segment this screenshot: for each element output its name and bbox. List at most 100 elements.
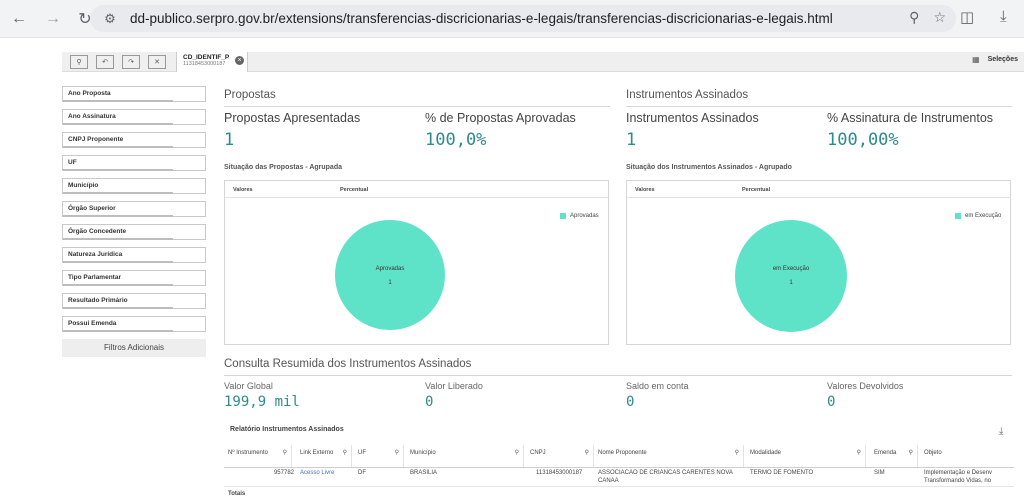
- search-icon[interactable]: ⚲: [908, 450, 913, 456]
- col-label-objeto: Objeto: [924, 450, 942, 456]
- filter-cnpj-proponente[interactable]: CNPJ Proponente: [62, 132, 206, 148]
- instrumentos-col-valores: Valores: [635, 187, 655, 193]
- filter-orgao-superior[interactable]: Órgão Superior: [62, 201, 206, 217]
- pie-slice-aprovadas[interactable]: [335, 220, 445, 330]
- valor-global-label: Valor Global: [224, 381, 273, 391]
- consulta-divider: [224, 375, 1012, 376]
- saldo-value: 0: [626, 394, 635, 410]
- selection-field-value: 11318453000187: [183, 60, 226, 67]
- propostas-col-valores: Valores: [233, 187, 253, 193]
- cell-objeto-line2: Transformando Vidas, no: [924, 478, 992, 484]
- col-label-link: Link Externo: [300, 450, 334, 456]
- instrumentos-divider: [626, 106, 1012, 107]
- selections-label: Seleções: [987, 56, 1018, 63]
- back-icon[interactable]: ←: [11, 9, 27, 27]
- search-icon[interactable]: ⚲: [734, 450, 739, 456]
- col-header-instrumento[interactable]: Nº Instrumento ⚲: [224, 445, 292, 467]
- table-header-line: [224, 467, 1014, 468]
- selections-button[interactable]: ▦ Seleções: [972, 55, 1018, 64]
- filter-uf[interactable]: UF: [62, 155, 206, 171]
- step-back-icon[interactable]: ↶: [96, 54, 114, 69]
- filter-municipio[interactable]: Município: [62, 178, 206, 194]
- filter-ano-proposta[interactable]: Ano Proposta: [62, 86, 206, 102]
- filter-possui-emenda[interactable]: Possui Emenda: [62, 316, 206, 332]
- consulta-title: Consulta Resumida dos Instrumentos Assin…: [224, 358, 472, 370]
- totals-label: Totais: [228, 491, 246, 497]
- propostas-chart: Valores Percentual Aprovadas Aprovadas 1: [224, 180, 609, 345]
- filtros-adicionais-button[interactable]: Filtros Adicionais: [62, 339, 206, 357]
- address-bar[interactable]: ⚙ dd-publico.serpro.gov.br/extensions/tr…: [90, 5, 956, 32]
- reload-icon[interactable]: ↻: [78, 10, 92, 28]
- instrumentos-title: Instrumentos Assinados: [626, 89, 749, 101]
- col-label-emenda: Emenda: [874, 450, 897, 456]
- filter-tipo-parlamentar[interactable]: Tipo Parlamentar: [62, 270, 206, 286]
- search-icon[interactable]: ⚲: [342, 450, 347, 456]
- extensions-icon[interactable]: ◫: [960, 9, 975, 26]
- remove-selection-icon[interactable]: ×: [235, 55, 244, 65]
- instrumentos-chart: Valores Percentual em Execução em Execuç…: [626, 180, 1011, 345]
- forward-icon[interactable]: →: [45, 9, 61, 27]
- cell-instrumento: 957782: [273, 470, 294, 476]
- search-icon[interactable]: ⚲: [394, 450, 399, 456]
- propostas-legend[interactable]: Aprovadas: [560, 213, 599, 219]
- col-header-proponente[interactable]: Nome Proponente ⚲: [594, 445, 744, 467]
- instrumentos-chart-title: Situação dos Instrumentos Assinados - Ag…: [626, 164, 792, 171]
- assinatura-instrumentos-value: 100,00%: [827, 130, 899, 150]
- search-icon[interactable]: ⚲: [282, 450, 287, 456]
- valor-global-value: 199,9 mil: [224, 394, 300, 410]
- download-icon[interactable]: ⤓: [1000, 8, 1007, 25]
- current-selection-chip[interactable]: CD_IDENTIF_P... 11318453000187 ×: [176, 51, 248, 72]
- step-forward-icon[interactable]: ↷: [122, 54, 140, 69]
- cell-uf: DF: [358, 470, 366, 476]
- zoom-icon[interactable]: ⚲: [909, 9, 920, 25]
- browser-chrome: ← → ↻ ⚙ dd-publico.serpro.gov.br/extensi…: [0, 0, 1024, 38]
- instrumentos-assinados-label: Instrumentos Assinados: [626, 111, 759, 125]
- filter-resultado-primario[interactable]: Resultado Primário: [62, 293, 206, 309]
- selection-field-name: CD_IDENTIF_P...: [183, 53, 229, 61]
- qlik-toolbar: ⚲ ↶ ↷ ✕ CD_IDENTIF_P... 11318453000187 ×…: [62, 51, 1024, 72]
- valor-liberado-label: Valor Liberado: [425, 381, 483, 391]
- cell-emenda: SIM: [874, 470, 885, 476]
- instrumentos-legend[interactable]: em Execução: [955, 213, 1001, 219]
- filter-natureza-juridica[interactable]: Natureza Jurídica: [62, 247, 206, 263]
- export-icon[interactable]: ⤓: [999, 426, 1004, 437]
- cell-link-acesso-livre[interactable]: Acesso Livre: [300, 470, 335, 476]
- col-label-modalidade: Modalidade: [750, 450, 782, 456]
- propostas-chart-header: Valores Percentual: [225, 181, 608, 198]
- propostas-apresentadas-value: 1: [224, 130, 235, 150]
- search-icon[interactable]: ⚲: [856, 450, 861, 456]
- filter-orgao-concedente[interactable]: Órgão Concedente: [62, 224, 206, 240]
- col-header-objeto[interactable]: Objeto: [920, 445, 1014, 467]
- site-settings-icon[interactable]: ⚙: [104, 10, 116, 26]
- pie-label-aprovadas: Aprovadas: [375, 266, 405, 272]
- propostas-col-percentual: Percentual: [340, 187, 369, 193]
- col-header-cnpj[interactable]: CNPJ ⚲: [526, 445, 594, 467]
- smart-search-icon[interactable]: ⚲: [70, 54, 88, 69]
- bookmark-star-icon[interactable]: ☆: [933, 9, 946, 25]
- search-icon[interactable]: ⚲: [584, 450, 589, 456]
- col-header-uf[interactable]: UF ⚲: [354, 445, 404, 467]
- legend-swatch-em-execucao: [955, 213, 961, 219]
- devolvidos-value: 0: [827, 394, 836, 410]
- col-header-emenda[interactable]: Emenda ⚲: [870, 445, 918, 467]
- cell-cnpj: 11318453000187: [536, 470, 583, 476]
- propostas-aprovadas-label: % de Propostas Aprovadas: [425, 111, 576, 125]
- filter-ano-assinatura[interactable]: Ano Assinatura: [62, 109, 206, 125]
- cell-proponente-line2: CANAA: [598, 478, 619, 484]
- search-icon[interactable]: ⚲: [514, 450, 519, 456]
- pie-value-aprovadas: 1: [388, 280, 392, 286]
- col-label-instrumento: Nº Instrumento: [228, 450, 268, 456]
- col-label-proponente: Nome Proponente: [598, 450, 647, 456]
- clear-selections-icon[interactable]: ✕: [148, 54, 166, 69]
- propostas-chart-title: Situação das Propostas - Agrupada: [224, 164, 342, 171]
- assinatura-instrumentos-label: % Assinatura de Instrumentos: [827, 111, 994, 125]
- propostas-apresentadas-label: Propostas Apresentadas: [224, 111, 361, 125]
- pie-value-em-execucao: 1: [789, 280, 793, 286]
- col-header-link[interactable]: Link Externo ⚲: [296, 445, 352, 467]
- cell-municipio: BRASILIA: [410, 470, 438, 476]
- col-header-municipio[interactable]: Município ⚲: [406, 445, 524, 467]
- pie-slice-em-execucao[interactable]: [735, 220, 847, 332]
- instrumentos-chart-header: Valores Percentual: [627, 181, 1010, 198]
- legend-swatch-aprovadas: [560, 213, 566, 219]
- col-header-modalidade[interactable]: Modalidade ⚲: [746, 445, 866, 467]
